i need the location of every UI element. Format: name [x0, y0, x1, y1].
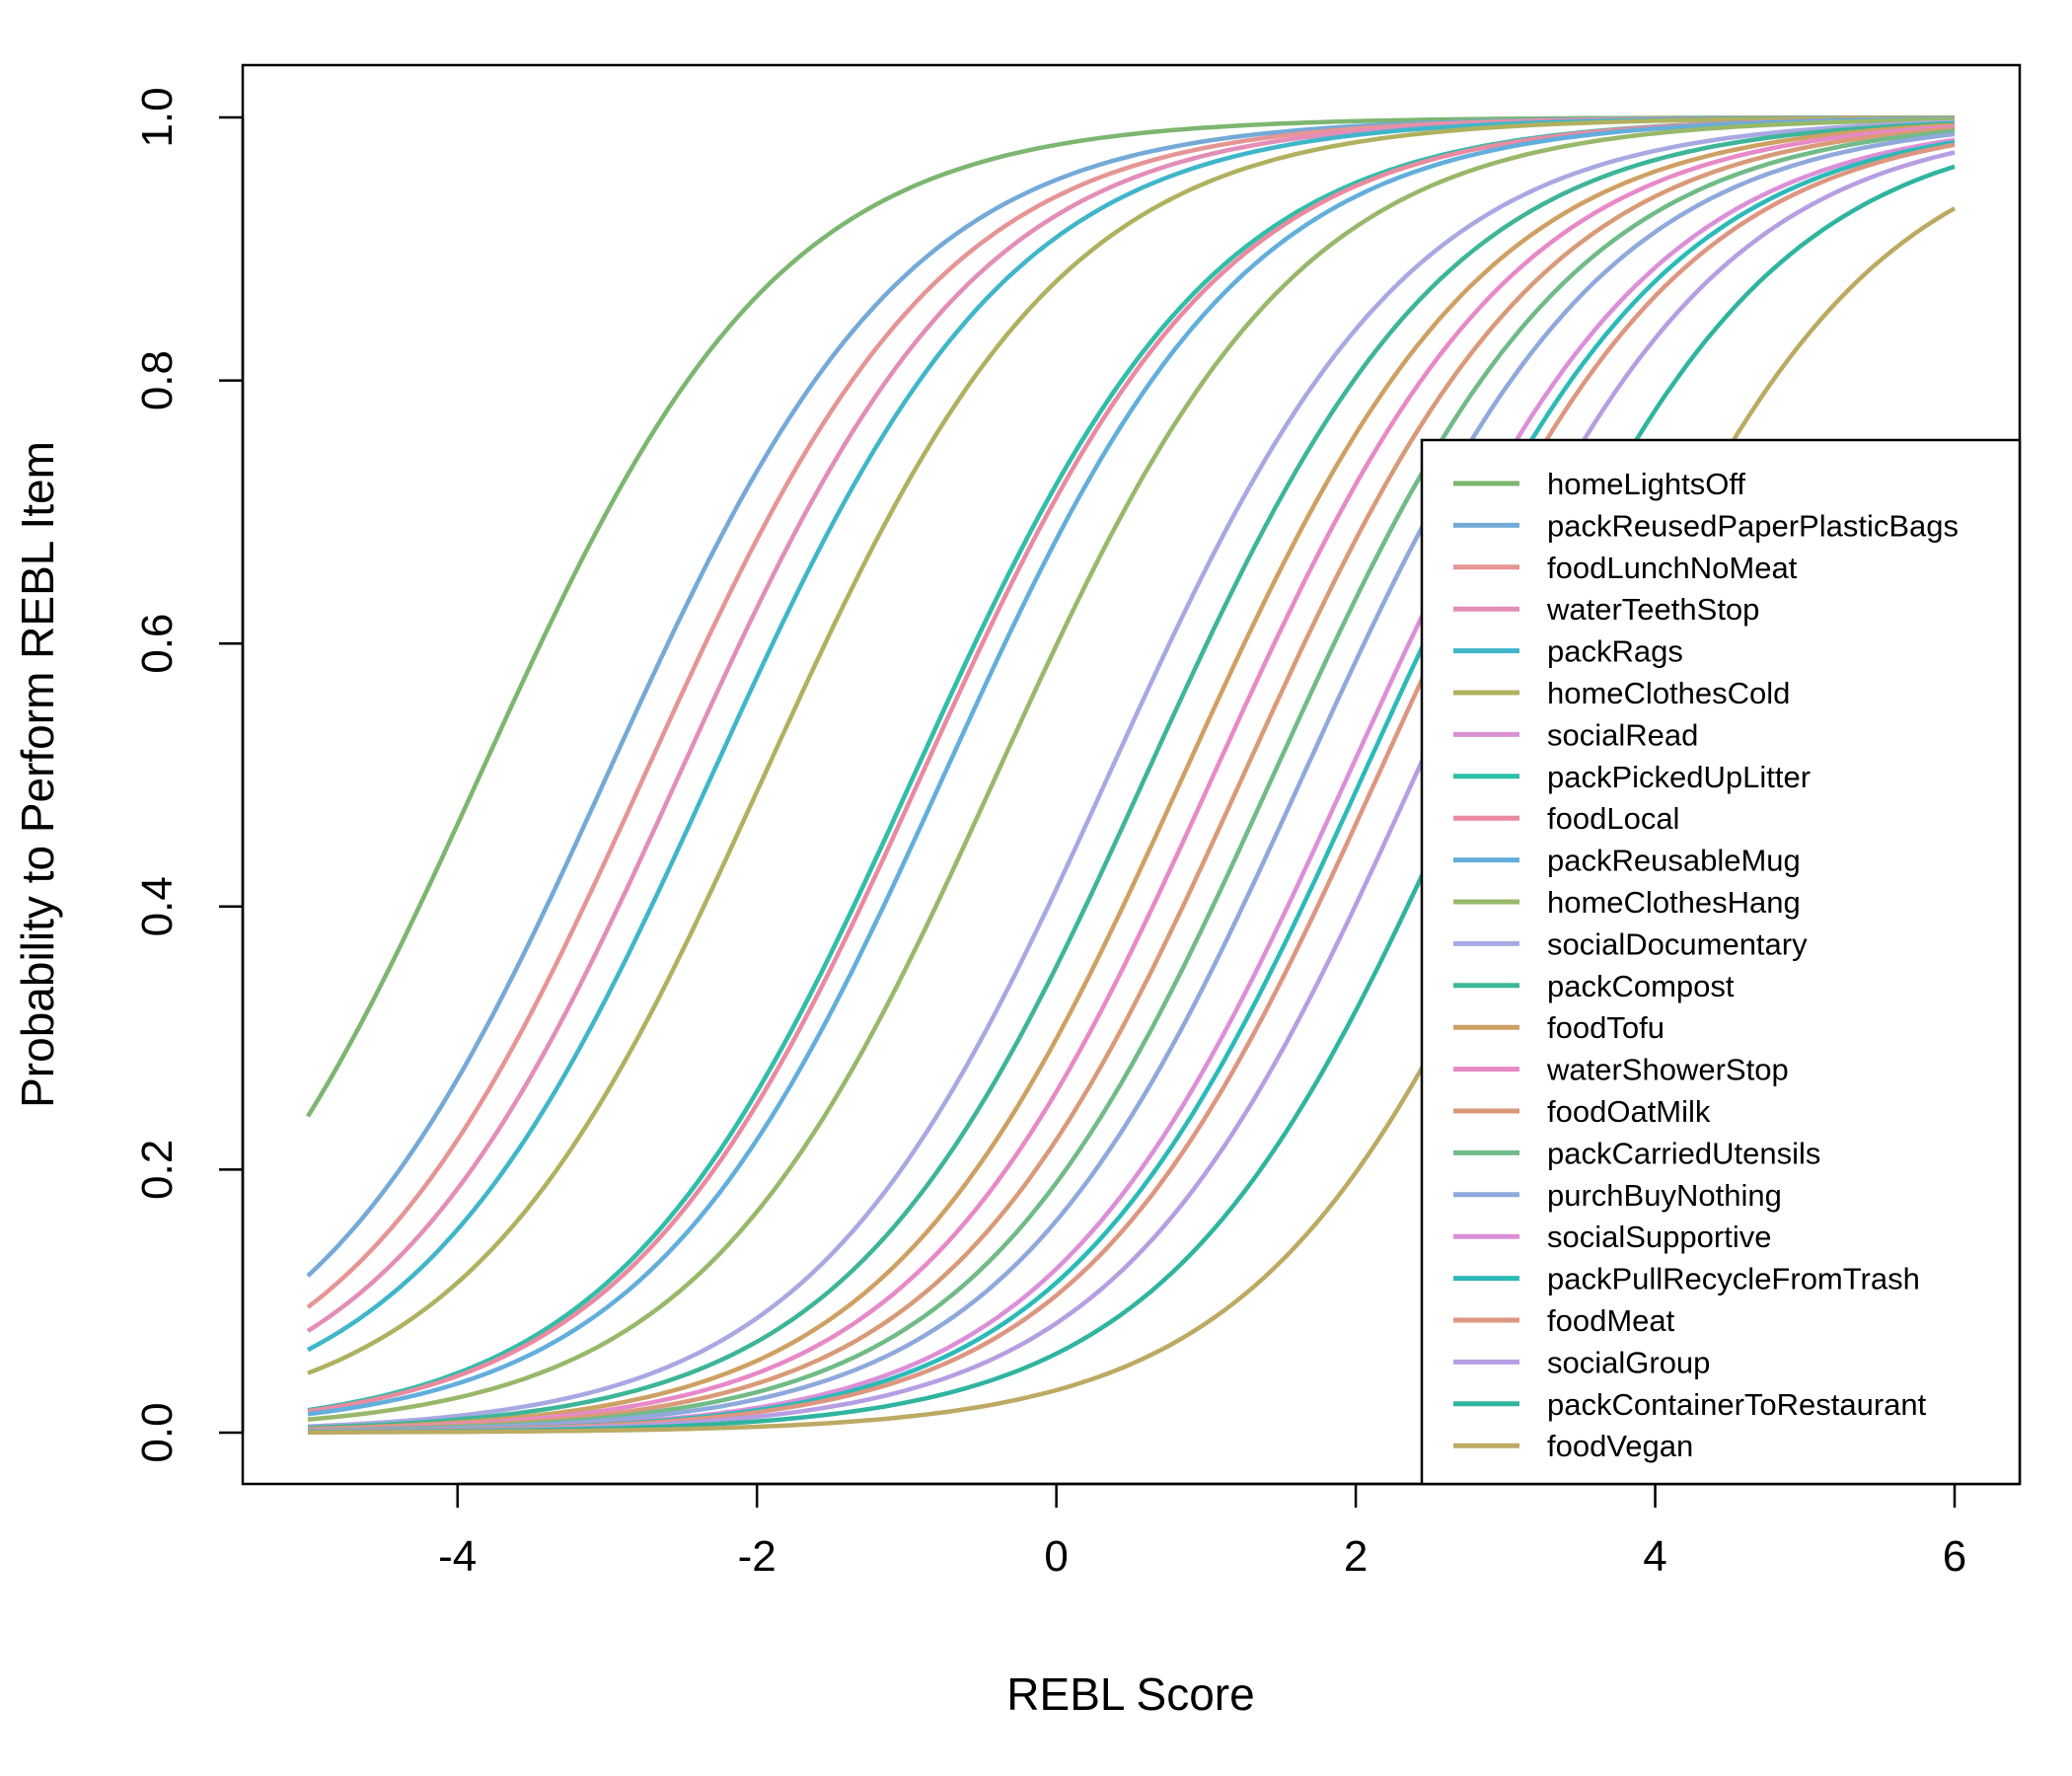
series-line-foodTofu — [307, 122, 1956, 1432]
legend-label-socialRead: socialRead — [1547, 717, 1698, 752]
legend-label-homeLightsOff: homeLightsOff — [1547, 467, 1745, 501]
y-axis-title: Probability to Perform REBL Item — [12, 441, 63, 1108]
x-tick-label: 0 — [1044, 1532, 1068, 1581]
legend-label-packReusableMug: packReusableMug — [1547, 844, 1801, 878]
y-tick-label: 0.6 — [133, 614, 182, 674]
series-line-purchBuyNothing — [307, 131, 1956, 1434]
legend-label-purchBuyNothing: purchBuyNothing — [1547, 1178, 1782, 1213]
x-axis: -4 -2 0 2 4 6 — [438, 1482, 1966, 1581]
y-tick-label: 0.0 — [133, 1402, 182, 1462]
series-line-packCompost — [307, 120, 1956, 1431]
y-axis: 0.0 0.2 0.4 0.6 0.8 1.0 — [133, 87, 245, 1463]
series-line-packCarriedUtensils — [307, 128, 1956, 1434]
legend-label-foodVegan: foodVegan — [1547, 1429, 1693, 1463]
legend-label-packContainerToRestaurant: packContainerToRestaurant — [1547, 1387, 1927, 1422]
legend-label-packPickedUpLitter: packPickedUpLitter — [1547, 760, 1811, 794]
legend-label-packCarriedUtensils: packCarriedUtensils — [1547, 1136, 1820, 1170]
legend-label-homeClothesHang: homeClothesHang — [1547, 885, 1801, 920]
legend: homeLightsOff packReusedPaperPlasticBags f… — [1420, 438, 2022, 1486]
legend-label-packRags: packRags — [1547, 634, 1683, 669]
series-line-homeClothesHang — [307, 116, 1956, 1422]
x-axis-title: REBL Score — [1006, 1668, 1254, 1720]
legend-label-homeClothesCold: homeClothesCold — [1547, 676, 1790, 710]
series-line-foodOatMilk — [307, 126, 1956, 1433]
x-tick-label: -4 — [438, 1532, 477, 1581]
series-line-socialDocumentary — [307, 119, 1956, 1429]
series-line-packReusableMug — [307, 116, 1956, 1417]
legend-label-waterShowerStop: waterShowerStop — [1546, 1053, 1789, 1087]
legend-label-socialSupportive: socialSupportive — [1547, 1220, 1771, 1254]
x-tick-label: 4 — [1643, 1532, 1666, 1581]
legend-label-foodOatMilk: foodOatMilk — [1547, 1094, 1711, 1129]
legend-label-packPullRecycleFromTrash: packPullRecycleFromTrash — [1547, 1262, 1920, 1296]
legend-label-socialGroup: socialGroup — [1547, 1345, 1710, 1379]
legend-label-foodTofu: foodTofu — [1547, 1010, 1665, 1045]
x-tick-label: 6 — [1943, 1532, 1966, 1581]
legend-label-packReusedPaperPlasticBags: packReusedPaperPlasticBags — [1547, 508, 1959, 543]
legend-label-socialDocumentary: socialDocumentary — [1547, 926, 1808, 961]
legend-box — [1420, 438, 2022, 1486]
y-tick-label: 0.4 — [133, 876, 182, 936]
legend-label-waterTeethStop: waterTeethStop — [1546, 592, 1759, 627]
x-tick-label: 2 — [1344, 1532, 1368, 1581]
y-tick-label: 0.8 — [133, 350, 182, 410]
series-line-homeClothesCold — [307, 115, 1955, 1375]
legend-label-foodLocal: foodLocal — [1547, 801, 1679, 836]
y-tick-label: 0.2 — [133, 1140, 182, 1200]
x-tick-label: -2 — [738, 1532, 777, 1581]
legend-label-foodLunchNoMeat: foodLunchNoMeat — [1547, 551, 1798, 585]
y-tick-label: 1.0 — [133, 87, 182, 147]
legend-label-foodMeat: foodMeat — [1547, 1303, 1675, 1338]
legend-label-packCompost: packCompost — [1547, 969, 1735, 1003]
series-line-waterShowerStop — [307, 124, 1956, 1433]
curves-group — [306, 114, 1957, 1435]
